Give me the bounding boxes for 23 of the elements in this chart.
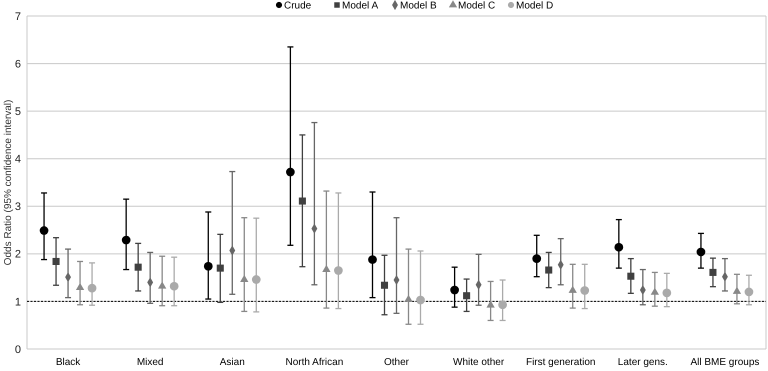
legend-label: Crude [284,0,312,12]
x-tick-label: White other [453,357,505,368]
legend-label: Model D [516,0,554,12]
x-tick-label: Black [56,357,82,368]
y-tick-label: 6 [14,58,21,70]
x-tick-label: All BME groups [690,357,760,368]
y-tick-label: 5 [14,106,21,118]
x-tick-label: Later gens. [618,357,668,368]
legend-label: Model B [400,0,438,12]
y-tick-label: 4 [14,154,21,166]
x-tick-label: First generation [526,357,596,368]
y-tick-label: 0 [14,344,21,356]
x-tick-label: Asian [220,357,245,368]
y-tick-label: 3 [14,201,21,214]
y-tick-label: 2 [14,248,21,261]
x-tick-label: North African [285,357,344,368]
x-tick-label: Mixed [136,357,164,368]
legend-label: Model A [342,0,378,12]
y-axis-title: Odds Ratio (95% confidence interval) [3,100,14,266]
y-tick-label: 7 [14,10,21,23]
x-tick-label: Other [384,357,410,368]
legend-label: Model C [458,0,496,12]
y-tick-label: 1 [14,296,21,308]
